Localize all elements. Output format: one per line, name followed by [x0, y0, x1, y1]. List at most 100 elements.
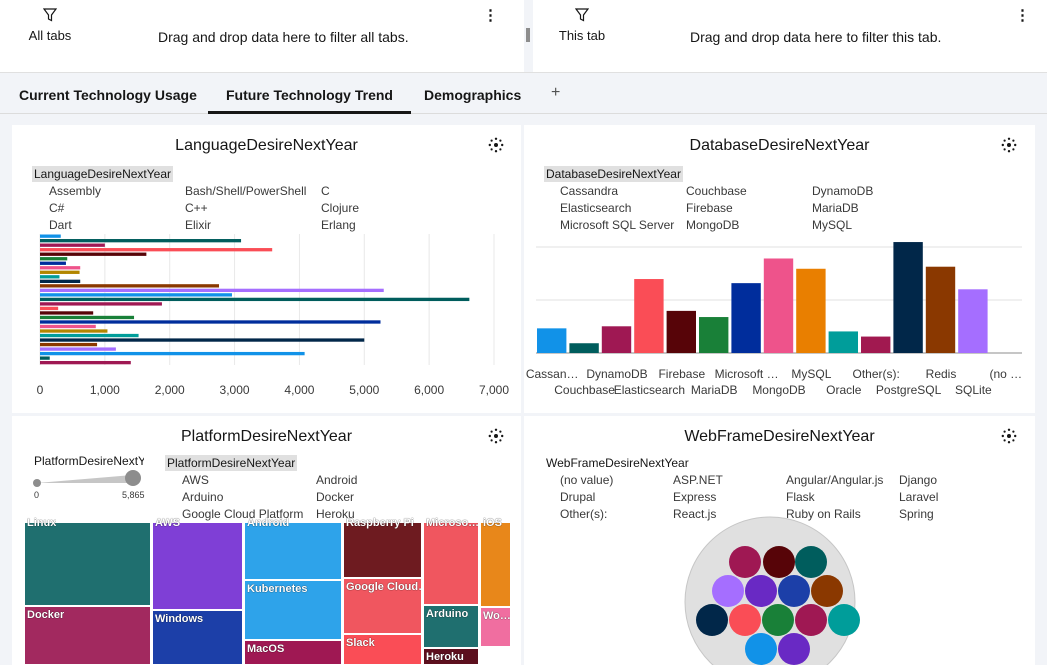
legend-item[interactable]: Elixir: [185, 218, 211, 232]
legend-item[interactable]: Google Cloud Platform: [182, 507, 304, 521]
treemap-cell[interactable]: Raspberry Pi: [343, 517, 422, 578]
bar[interactable]: [40, 270, 80, 274]
legend-item[interactable]: (no value): [560, 473, 614, 487]
legend-item[interactable]: Heroku: [316, 507, 355, 521]
bar[interactable]: [40, 239, 242, 243]
legend-item[interactable]: Cassandra: [560, 184, 619, 198]
bar[interactable]: [40, 360, 131, 365]
bar[interactable]: [537, 328, 567, 353]
treemap-cell[interactable]: Slack: [343, 634, 422, 665]
bar[interactable]: [40, 243, 105, 247]
platform-widget[interactable]: PlatformDesireNextYear PlatformDesireNex…: [12, 416, 521, 665]
bubble[interactable]: [778, 575, 810, 607]
bar[interactable]: [601, 326, 632, 353]
legend-item[interactable]: DynamoDB: [812, 184, 874, 198]
language-widget[interactable]: LanguageDesireNextYear LanguageDesireNex…: [12, 125, 521, 413]
legend-item[interactable]: Express: [673, 490, 717, 504]
legend-item[interactable]: AWS: [182, 473, 209, 487]
legend-item[interactable]: Django: [899, 473, 938, 487]
treemap-cell[interactable]: Microso…: [423, 517, 479, 605]
bubble[interactable]: [745, 575, 777, 607]
legend-item[interactable]: Arduino: [182, 490, 224, 504]
bar[interactable]: [40, 261, 66, 265]
bubble[interactable]: [828, 604, 860, 636]
bar[interactable]: [925, 266, 956, 353]
kebab-menu-icon[interactable]: ⋮: [1015, 7, 1030, 24]
legend-item[interactable]: Android: [316, 473, 358, 487]
bar[interactable]: [40, 275, 60, 279]
legend-item[interactable]: Bash/Shell/PowerShell: [185, 184, 307, 198]
resize-handle[interactable]: [526, 28, 530, 42]
legend-item[interactable]: ASP.NET: [673, 473, 723, 487]
treemap-cell[interactable]: iOS: [480, 517, 511, 607]
bubble[interactable]: [696, 604, 728, 636]
legend-item[interactable]: Clojure: [321, 201, 360, 215]
legend-item[interactable]: Flask: [786, 490, 815, 504]
tab-future-technology-trend[interactable]: Future Technology Trend: [208, 87, 411, 114]
legend-item[interactable]: Erlang: [321, 218, 356, 232]
bubble[interactable]: [712, 575, 744, 607]
bar[interactable]: [40, 311, 94, 315]
legend-item[interactable]: MongoDB: [686, 218, 740, 232]
bar[interactable]: [40, 302, 162, 306]
bar[interactable]: [958, 289, 988, 353]
webframe-widget[interactable]: WebFrameDesireNextYear WebFrameDesireNex…: [524, 416, 1035, 665]
bar[interactable]: [893, 242, 923, 353]
legend-item[interactable]: Laravel: [899, 490, 939, 504]
this-tab-filter[interactable]: This tab: [542, 8, 622, 43]
bar[interactable]: [40, 252, 147, 256]
all-tabs-drop-zone[interactable]: Drag and drop data here to filter all ta…: [158, 29, 409, 45]
legend-item[interactable]: Firebase: [686, 201, 733, 215]
settings-icon[interactable]: [488, 137, 504, 153]
bar[interactable]: [40, 257, 68, 261]
legend-item[interactable]: C: [321, 184, 330, 198]
legend-item[interactable]: MySQL: [812, 218, 853, 232]
bar[interactable]: [699, 317, 729, 353]
bubble[interactable]: [745, 633, 777, 665]
settings-icon[interactable]: [1001, 428, 1017, 444]
this-tab-filter-panel[interactable]: This tab Drag and drop data here to filt…: [533, 0, 1047, 72]
bar[interactable]: [634, 279, 664, 353]
tab-current-technology-usage[interactable]: Current Technology Usage: [19, 87, 197, 103]
treemap-cell[interactable]: Google Cloud…: [343, 578, 422, 634]
legend-item[interactable]: Spring: [899, 507, 934, 521]
bar[interactable]: [40, 284, 220, 288]
all-tabs-filter-panel[interactable]: All tabs Drag and drop data here to filt…: [0, 0, 524, 72]
kebab-menu-icon[interactable]: ⋮: [483, 7, 498, 24]
legend-item[interactable]: Other(s):: [560, 507, 608, 521]
bubble[interactable]: [795, 604, 827, 636]
bar[interactable]: [40, 315, 135, 320]
bubble[interactable]: [762, 604, 794, 636]
legend-item[interactable]: Couchbase: [686, 184, 747, 198]
bar[interactable]: [40, 320, 381, 324]
treemap-cell[interactable]: Docker: [24, 606, 151, 665]
bubble[interactable]: [729, 604, 761, 636]
bar[interactable]: [796, 268, 826, 353]
treemap-cell[interactable]: Windows: [152, 610, 243, 665]
bar[interactable]: [861, 336, 891, 353]
treemap-cell[interactable]: Android: [244, 517, 342, 580]
treemap-cell[interactable]: MacOS: [244, 640, 342, 665]
bar[interactable]: [40, 279, 81, 283]
add-tab-button[interactable]: +: [551, 84, 561, 101]
bar[interactable]: [40, 351, 305, 356]
legend-item[interactable]: Drupal: [560, 490, 596, 504]
bubble[interactable]: [778, 633, 810, 665]
bar[interactable]: [40, 333, 139, 338]
bubble[interactable]: [795, 546, 827, 578]
legend-item[interactable]: Ruby on Rails: [786, 507, 861, 521]
bar[interactable]: [40, 248, 273, 252]
this-tab-drop-zone[interactable]: Drag and drop data here to filter this t…: [690, 29, 942, 45]
legend-item[interactable]: Docker: [316, 490, 355, 504]
bubble[interactable]: [811, 575, 843, 607]
bar[interactable]: [40, 234, 61, 238]
bar[interactable]: [40, 306, 59, 311]
bar[interactable]: [40, 347, 116, 351]
legend-item[interactable]: C#: [49, 201, 65, 215]
all-tabs-filter[interactable]: All tabs: [10, 8, 90, 43]
bar[interactable]: [40, 293, 232, 297]
legend-item[interactable]: Angular/Angular.js: [786, 473, 884, 487]
treemap-cell[interactable]: Kubernetes: [244, 580, 342, 640]
legend-item[interactable]: C++: [185, 201, 208, 215]
treemap-cell[interactable]: Arduino: [423, 605, 479, 648]
